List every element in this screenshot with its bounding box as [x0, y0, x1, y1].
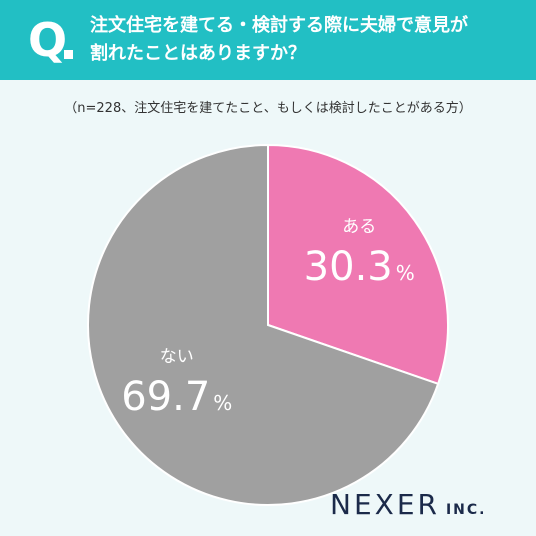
slice-label-aru: ある — [342, 217, 376, 237]
sample-note: （n=228、注文住宅を建てたこと、もしくは検討したことがある方） — [64, 101, 472, 116]
logo-main-text: NEXER — [330, 488, 440, 521]
pie-slice-aru — [267, 143, 449, 386]
question-header: Q 注文住宅を建てる・検討する際に夫婦で意見が 割れたことはありますか？ — [0, 0, 536, 80]
pie-slice-nai — [87, 143, 440, 506]
logo-sub-text: INC. — [445, 502, 487, 518]
q-mark: Q — [28, 13, 68, 67]
slice-value-aru: 30.3% — [304, 244, 415, 290]
question-text-line1: 注文住宅を建てる・検討する際に夫婦で意見が — [90, 15, 468, 36]
question-text-line2: 割れたことはありますか？ — [90, 43, 306, 64]
q-dot — [64, 50, 73, 59]
slice-value-nai: 69.7% — [121, 374, 232, 420]
slice-label-nai: ない — [160, 347, 194, 367]
company-logo: NEXER INC. — [330, 488, 487, 521]
